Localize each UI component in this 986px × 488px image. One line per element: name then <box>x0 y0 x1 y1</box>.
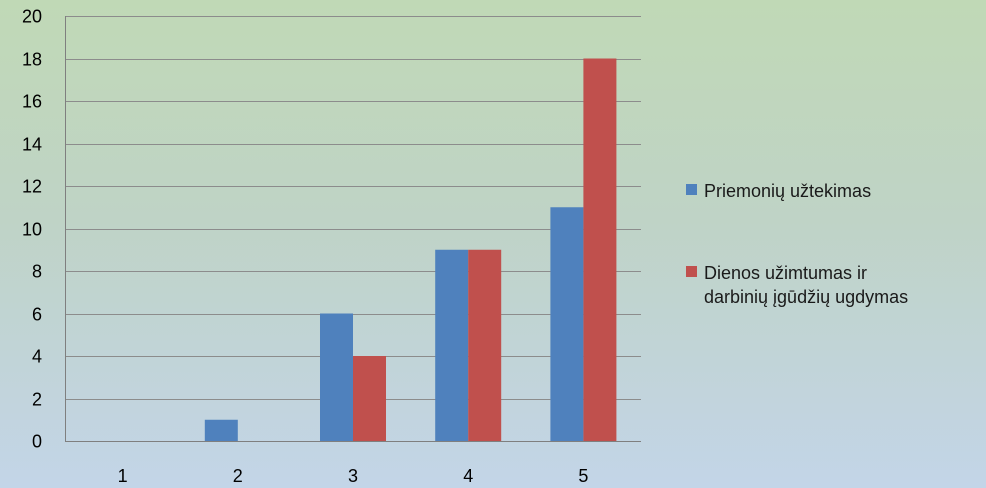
bar-series-2-cat-4 <box>468 249 502 441</box>
legend-swatch-series-2 <box>686 266 697 277</box>
bar-series-1-cat-3 <box>320 313 353 441</box>
x-tick-label: 3 <box>348 466 358 486</box>
legend-swatch-series-1 <box>686 184 697 195</box>
y-tick-label: 14 <box>22 135 42 155</box>
bar-series-1-cat-5 <box>550 207 584 441</box>
bar-series-1-cat-2 <box>204 419 238 441</box>
bars <box>204 58 617 441</box>
y-tick-label: 16 <box>22 92 42 112</box>
y-tick-label: 6 <box>32 305 42 325</box>
x-tick-label: 1 <box>118 466 128 486</box>
y-tick-label: 18 <box>22 50 42 70</box>
y-tick-label: 4 <box>32 347 42 367</box>
gridlines <box>65 16 641 400</box>
legend-label-series-1: Priemonių užtekimas <box>704 181 871 201</box>
y-tick-label: 8 <box>32 262 42 282</box>
y-tick-label: 20 <box>22 7 42 27</box>
axes <box>65 16 641 442</box>
legend-label-series-2: Dienos užimtumas ir <box>704 263 867 283</box>
y-tick-label: 2 <box>32 390 42 410</box>
bar-series-1-cat-4 <box>435 249 469 441</box>
y-tick-label: 12 <box>22 177 42 197</box>
legend: Priemonių užtekimas Dienos užimtumas ir da… <box>686 181 908 307</box>
legend-label-series-2: darbinių įgūdžių ugdymas <box>704 287 908 307</box>
x-tick-label: 5 <box>578 466 588 486</box>
bar-series-2-cat-5 <box>583 58 617 441</box>
x-tick-label: 2 <box>233 466 243 486</box>
bar-series-2-cat-3 <box>353 356 386 441</box>
y-tick-label: 0 <box>32 432 42 452</box>
y-tick-label: 10 <box>22 220 42 240</box>
x-tick-label: 4 <box>463 466 473 486</box>
